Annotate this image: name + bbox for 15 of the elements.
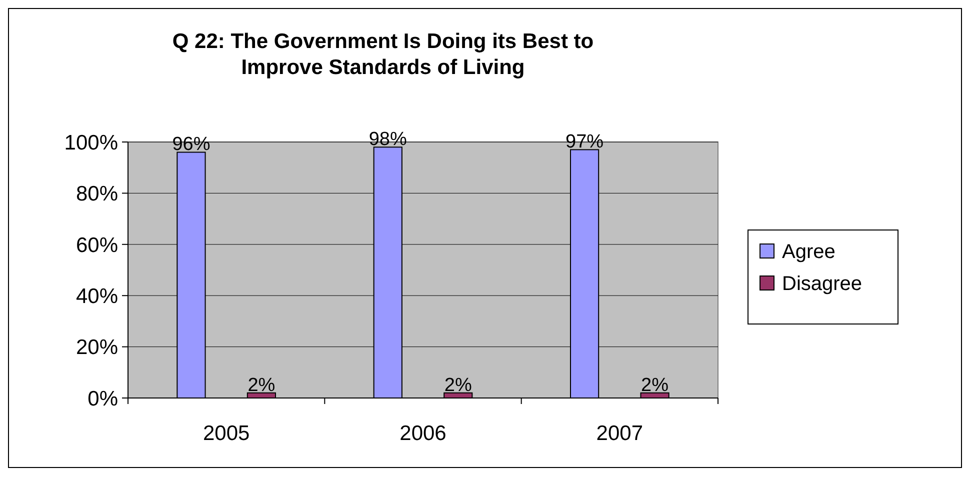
y-tick-label: 100% bbox=[64, 131, 118, 154]
data-label: 2% bbox=[641, 374, 669, 396]
y-tick-label: 0% bbox=[88, 387, 118, 410]
legend-label: Agree bbox=[782, 241, 836, 263]
y-tick-label: 20% bbox=[76, 336, 118, 360]
data-label: 2% bbox=[444, 374, 472, 396]
x-tick-label: 2007 bbox=[596, 422, 644, 445]
y-tick-label: 40% bbox=[76, 284, 118, 308]
y-tick-label: 80% bbox=[76, 182, 118, 206]
y-tick-label: 60% bbox=[76, 234, 118, 257]
data-label: 2% bbox=[248, 374, 276, 396]
x-tick-label: 2005 bbox=[202, 422, 250, 445]
chart-title: Q 22: The Government Is Doing its Best to Improve Standards of Living bbox=[172, 30, 594, 79]
x-tick-label: 2006 bbox=[400, 422, 446, 445]
legend-label: Disagree bbox=[782, 273, 862, 295]
